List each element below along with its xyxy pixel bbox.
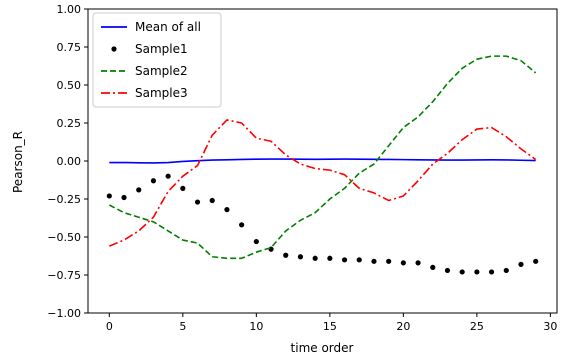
x-tick-label: 5 (179, 320, 186, 333)
series-layer (106, 55, 539, 275)
y-tick-label: 0.25 (57, 117, 82, 130)
legend-label: Mean of all (135, 20, 201, 34)
data-point-sample1 (312, 255, 318, 261)
data-point-sample1 (121, 194, 127, 201)
data-point-sample1 (488, 269, 495, 275)
data-point-sample1 (224, 207, 230, 213)
data-point-sample1 (136, 187, 142, 193)
y-tick-label: 0.50 (57, 79, 82, 92)
data-point-sample1 (371, 258, 377, 264)
data-point-sample1 (239, 222, 245, 228)
data-point-sample1 (386, 258, 392, 264)
data-point-sample1 (253, 238, 259, 245)
y-tick-label: 0.75 (57, 41, 82, 54)
data-point-sample1 (415, 260, 421, 266)
x-tick-label: 25 (470, 320, 484, 333)
data-point-sample1 (474, 269, 480, 275)
y-tick-label: −0.50 (47, 231, 81, 244)
legend-swatch (111, 46, 117, 52)
legend-label: Sample3 (135, 86, 188, 100)
y-axis-label: Pearson_R (11, 131, 25, 193)
series-line-mean-of-all (109, 158, 536, 164)
data-point-sample1 (400, 260, 406, 266)
data-point-sample1 (268, 246, 274, 252)
x-tick-label: 30 (543, 320, 557, 333)
data-point-sample1 (518, 261, 524, 267)
x-tick-label: 0 (106, 320, 113, 333)
data-point-sample1 (106, 193, 112, 199)
data-point-sample1 (283, 252, 289, 258)
data-point-sample1 (165, 173, 171, 179)
legend-item-sample3: Sample3 (101, 86, 188, 100)
data-point-sample1 (209, 197, 215, 204)
legend-item-sample2: Sample2 (101, 64, 188, 78)
legend-label: Sample2 (135, 64, 188, 78)
series-mean-of-all (109, 158, 536, 164)
x-axis-label: time order (291, 341, 354, 355)
y-tick-label: 1.00 (57, 3, 82, 16)
data-point-sample1 (444, 267, 451, 274)
legend: Mean of all Sample1 Sample2 Sample3 (92, 12, 222, 108)
series-sample3 (109, 119, 537, 247)
axes-layer: 0 5 10 15 20 25 30 −1.00 −0.75 −0.50 −0.25 0.00 0.25… (47, 3, 558, 333)
data-point-sample1 (341, 257, 348, 263)
y-tick-label: −0.75 (47, 269, 81, 282)
y-tick-label: −1.00 (47, 307, 81, 320)
data-point-sample1 (503, 267, 509, 274)
x-tick-label: 20 (396, 320, 410, 333)
data-point-sample1 (327, 255, 333, 261)
y-tick-label: 0.00 (57, 155, 82, 168)
series-line-sample2 (108, 55, 537, 260)
data-point-sample1 (297, 254, 304, 260)
legend-label: Sample1 (135, 42, 188, 56)
x-tick-label: 15 (323, 320, 337, 333)
data-point-sample1 (356, 257, 362, 263)
data-point-sample1 (194, 199, 201, 205)
data-point-sample1 (430, 264, 436, 270)
data-point-sample1 (459, 269, 465, 275)
data-point-sample1 (533, 258, 539, 264)
data-point-sample1 (180, 185, 186, 191)
legend-item-mean-of-all: Mean of all (101, 20, 201, 34)
legend-box (92, 12, 222, 108)
legend-item-sample1: Sample1 (111, 42, 188, 56)
data-point-sample1 (150, 178, 157, 184)
y-tick-label: −0.25 (47, 193, 81, 206)
series-line-sample3 (109, 119, 537, 247)
x-tick-label: 10 (249, 320, 263, 333)
series-sample2 (108, 55, 537, 260)
